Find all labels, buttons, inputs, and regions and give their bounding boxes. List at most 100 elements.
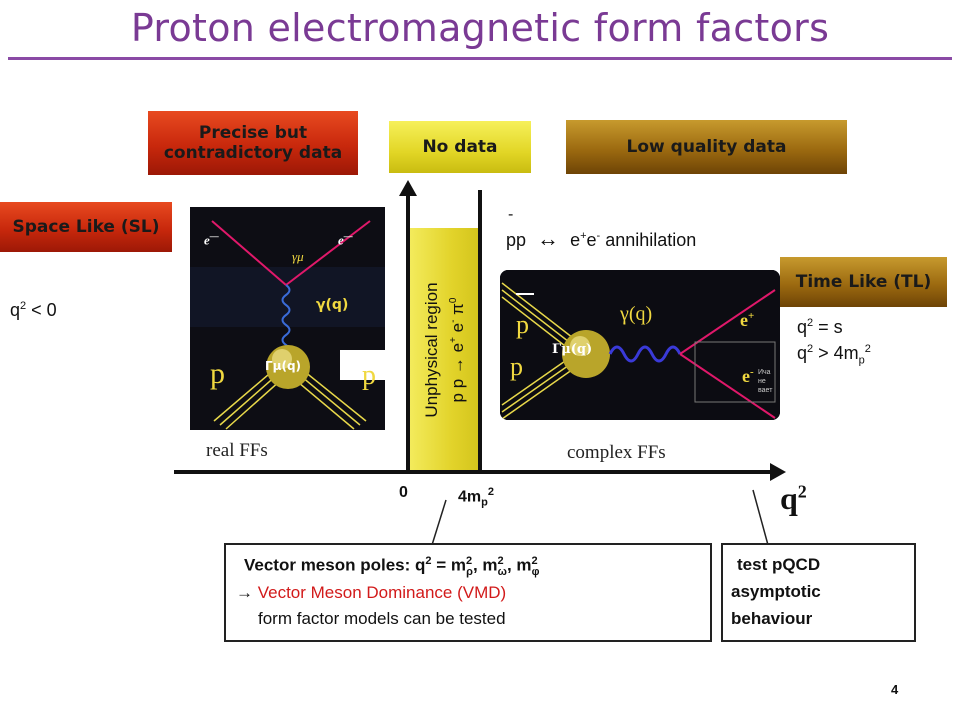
low-quality-label: Low quality data <box>626 137 787 157</box>
threshold-exp: 2 <box>487 486 494 498</box>
vmd-pointer <box>431 499 447 546</box>
pqcd-pointer <box>752 489 769 546</box>
sl-p-left: p <box>210 357 225 390</box>
vmd-l1-c: , m <box>472 555 498 575</box>
vmd-l1-a: Vector meson poles: q <box>244 555 426 575</box>
sl-p-right: p <box>362 360 376 391</box>
sl-rest: < 0 <box>26 300 57 320</box>
tl1-rest: = s <box>813 317 843 337</box>
axis-q2-label: q2 <box>780 480 807 517</box>
tl-diagram-svg <box>500 270 780 420</box>
sl-e-left: e— <box>204 231 219 248</box>
tl-e-plus: e+ <box>740 310 754 331</box>
time-like-box: Time Like (TL) <box>780 257 947 307</box>
annihilation-minus: - <box>596 230 601 242</box>
tl-p-bar: p <box>516 310 529 339</box>
annihilation-word: annihilation <box>600 230 697 250</box>
sl-e-right: e— <box>338 231 353 248</box>
tl2-exp2: 2 <box>864 343 871 355</box>
page-number: 4 <box>891 682 899 697</box>
vmd-l1-b: = m <box>431 555 467 575</box>
space-like-box: Space Like (SL) <box>0 202 172 252</box>
sl-e-right-text: e <box>338 232 344 248</box>
tl-condition-1: q2 = s <box>797 317 843 338</box>
vmd-l1-exp2: 2 <box>466 555 473 567</box>
annihilation-e-plus: e <box>570 230 581 250</box>
tl2-rest: > 4m <box>813 343 859 363</box>
sl-e-right-sup: — <box>343 231 353 241</box>
annihilation-bar: - <box>508 206 514 223</box>
complex-ffs-label: complex FFs <box>567 442 666 463</box>
tl-condition-2: q2 > 4mp2 <box>797 343 871 367</box>
precise-data-box: Precise but contradictory data <box>148 111 358 175</box>
sl-gamma-mu: γμ <box>292 249 304 264</box>
tl-tiny-text: Ича не вает <box>758 368 772 395</box>
threshold-sub: p <box>481 496 488 509</box>
page-title: Proton electromagnetic form factors <box>130 6 830 50</box>
real-ffs-label: real FFs <box>206 440 268 461</box>
tl-tiny-1: Ича <box>758 369 771 376</box>
vmd-callout: Vector meson poles: q2 = m2ρ, m2ω, m2φ →… <box>224 543 712 642</box>
q2-q: q <box>780 480 798 516</box>
sl-e-left-text: e <box>204 232 210 248</box>
tl-tiny-2: не <box>758 378 766 385</box>
tl1-exp: 2 <box>807 317 814 329</box>
vmd-l1-rho: ρ <box>466 566 473 579</box>
pqcd-line-3: behaviour <box>731 609 813 628</box>
no-data-label: No data <box>422 137 498 157</box>
x-axis-arrowhead <box>770 463 786 481</box>
tl-gamma-q: γ(q) <box>620 303 653 325</box>
tl-e-minus-text: e <box>742 366 750 386</box>
annihilation-plus: + <box>580 230 587 242</box>
vmd-line-2-text: Vector Meson Dominance (VMD) <box>253 583 507 602</box>
threshold-m: 4m <box>458 488 482 506</box>
sl-diagram-svg <box>190 207 385 430</box>
tl-minus: - <box>750 366 754 378</box>
tl-vertex-label: Γμ(q) <box>552 342 593 357</box>
axis-threshold-label: 4mp2 <box>458 486 494 509</box>
q2-exp: 2 <box>797 481 807 502</box>
sl-exp: 2 <box>20 300 27 312</box>
tl-e-plus-text: e <box>740 310 748 330</box>
unphysical-region-band <box>410 228 480 472</box>
axis-zero-label: 0 <box>399 484 408 501</box>
tl-tiny-3: вает <box>758 387 773 394</box>
tl-plus: + <box>748 310 755 322</box>
sl-e-left-sup: — <box>209 231 219 241</box>
vmd-l1-exp3: 2 <box>497 555 504 567</box>
tl-e-minus: e- <box>742 366 754 387</box>
tl1-q: q <box>797 317 808 337</box>
vmd-l1-exp4: 2 <box>531 555 538 567</box>
no-data-box: No data <box>389 121 531 173</box>
vmd-line-3: form factor models can be tested <box>258 609 506 628</box>
sl-gamma-q: γ(q) <box>316 297 349 313</box>
time-like-label: Time Like (TL) <box>795 272 932 292</box>
tl2-sub: p <box>858 354 865 367</box>
tl2-q: q <box>797 343 808 363</box>
space-like-label: Space Like (SL) <box>12 217 160 237</box>
precise-line-2: contradictory data <box>163 143 343 163</box>
tl-p: p <box>510 352 523 381</box>
vmd-l1-exp: 2 <box>425 555 432 567</box>
sl-condition: q2 < 0 <box>10 300 57 321</box>
title-rule <box>8 57 952 60</box>
vmd-l1-phi: φ <box>531 566 540 579</box>
low-quality-box: Low quality data <box>566 120 847 174</box>
tl-feynman-diagram: p p γ(q) Γμ(q) e+ e- Ича не вает <box>500 270 780 420</box>
vmd-l1-omega: ω <box>497 566 507 579</box>
y-axis-arrowhead <box>399 180 417 196</box>
vmd-line-1: Vector meson poles: q2 = m2ρ, m2ω, m2φ <box>244 555 540 578</box>
annihilation-label: pp ↔ e+e- annihilation <box>506 226 696 252</box>
sl-feynman-diagram: e— e— γμ γ(q) Γμ(q) p p <box>190 207 385 430</box>
sl-vertex-label: Γμ(q) <box>265 359 302 373</box>
double-arrow-icon: ↔ <box>537 226 560 251</box>
precise-line-1: Precise but <box>198 123 308 143</box>
annihilation-pp: pp <box>506 230 527 250</box>
sl-q: q <box>10 300 21 320</box>
pqcd-callout: test pQCD asymptotic behaviour <box>721 543 916 642</box>
vmd-line-2: → Vector Meson Dominance (VMD) <box>236 583 506 603</box>
pqcd-line-2: asymptotic <box>731 582 821 601</box>
annihilation-e-minus: e <box>586 230 597 250</box>
pqcd-line-1: test pQCD <box>737 555 821 574</box>
